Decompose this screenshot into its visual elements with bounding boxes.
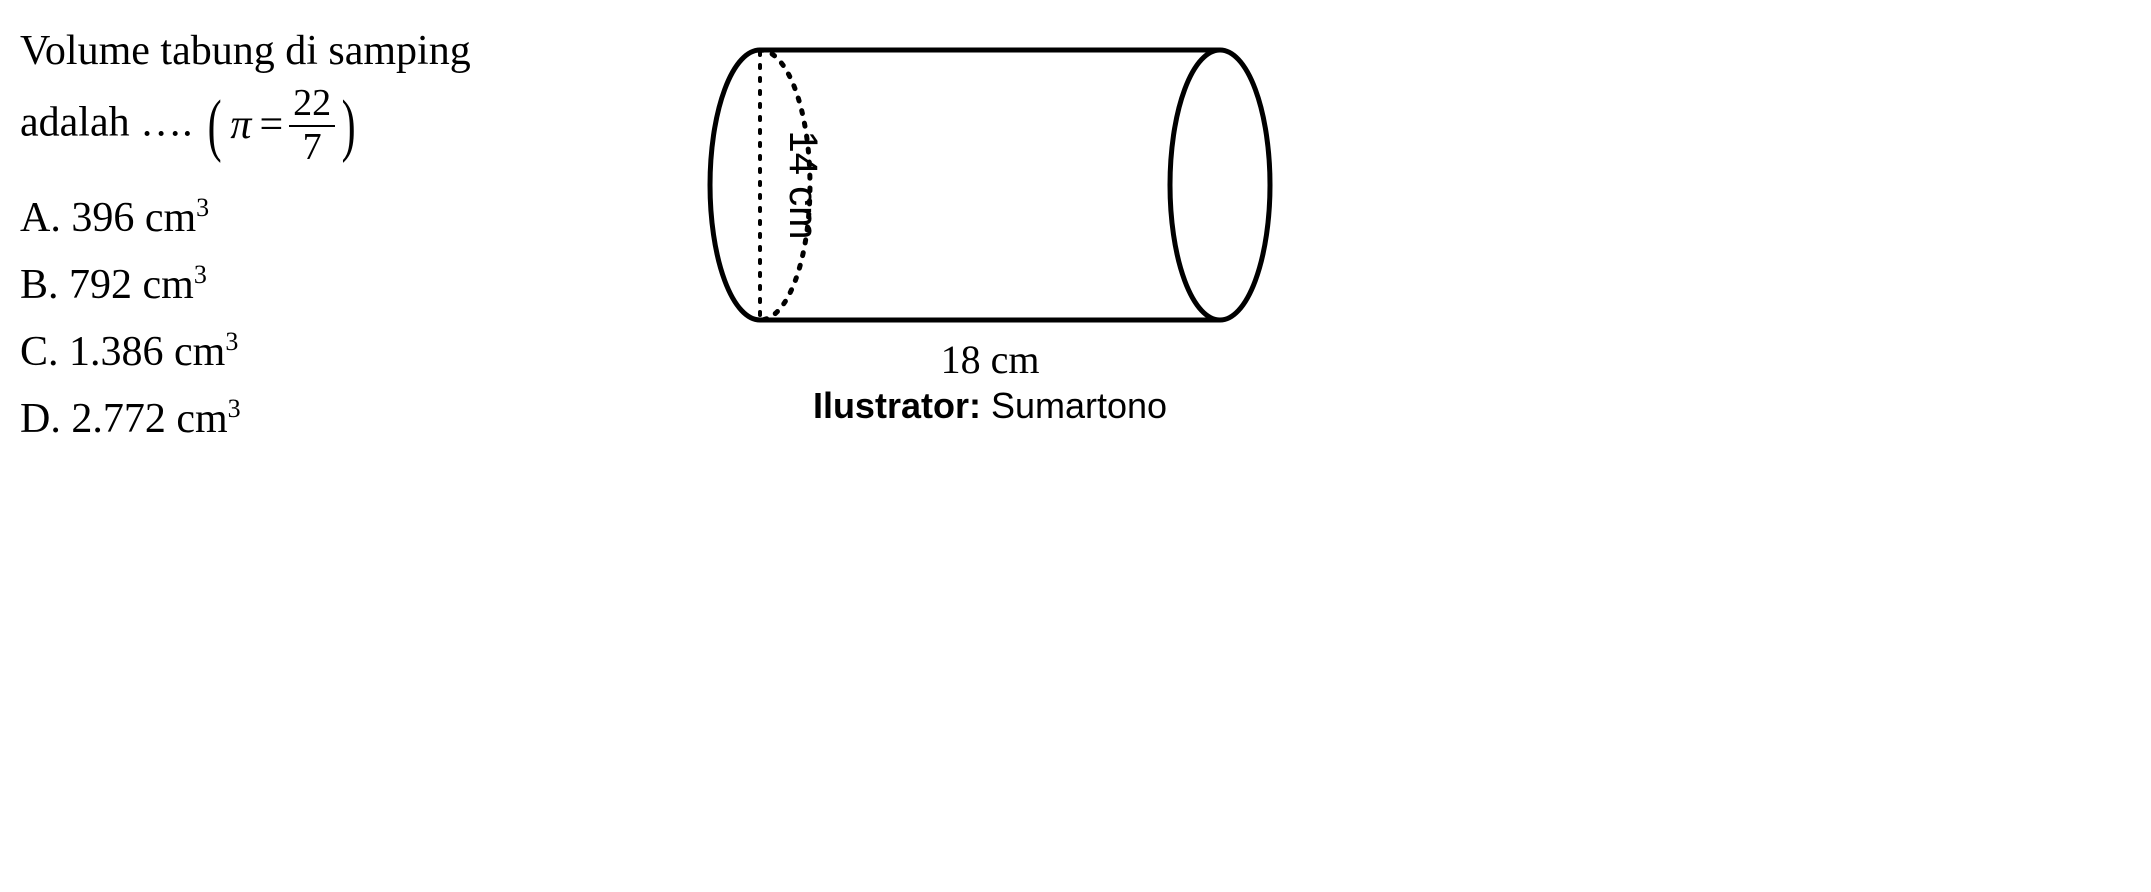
option-exp: 3	[196, 193, 209, 222]
question-line-2: adalah …. ( π = 22 7 )	[20, 83, 640, 169]
question-column: Volume tabung di samping adalah …. ( π =…	[20, 20, 640, 455]
option-value: 792	[69, 262, 132, 308]
option-a: A. 396 cm3	[20, 187, 640, 250]
option-letter: D.	[20, 396, 61, 442]
left-ellipse-front	[710, 50, 760, 320]
option-exp: 3	[225, 327, 238, 356]
diameter-label: 14 cm	[781, 131, 825, 240]
cylinder-diagram: 14 cm	[700, 30, 1280, 330]
option-unit: cm	[143, 262, 194, 308]
length-label: 18 cm	[941, 336, 1040, 383]
question-prefix: adalah ….	[20, 99, 193, 145]
option-exp: 3	[194, 260, 207, 289]
option-value: 2.772	[71, 396, 166, 442]
option-unit: cm	[145, 195, 196, 241]
left-paren: (	[208, 98, 222, 154]
option-c: C. 1.386 cm3	[20, 321, 640, 384]
option-unit: cm	[176, 396, 227, 442]
pi-expression: ( π = 22 7 )	[203, 83, 360, 169]
option-value: 1.386	[69, 329, 164, 375]
right-ellipse	[1170, 50, 1270, 320]
fraction: 22 7	[289, 83, 335, 169]
option-b: B. 792 cm3	[20, 254, 640, 317]
illustrator-name: Sumartono	[981, 385, 1167, 426]
diagram-column: 14 cm 18 cm Ilustrator: Sumartono	[680, 20, 1300, 455]
right-paren: )	[342, 98, 356, 154]
question-line-1: Volume tabung di samping	[20, 20, 640, 83]
illustrator-label: Ilustrator:	[813, 385, 981, 426]
option-letter: A.	[20, 195, 61, 241]
options-list: A. 396 cm3 B. 792 cm3 C. 1.386 cm3 D. 2.…	[20, 187, 640, 451]
illustrator-credit: Ilustrator: Sumartono	[813, 385, 1167, 427]
option-value: 396	[71, 195, 134, 241]
option-unit: cm	[174, 329, 225, 375]
pi-symbol: π	[230, 94, 251, 157]
fraction-numerator: 22	[289, 83, 335, 127]
option-d: D. 2.772 cm3	[20, 388, 640, 451]
option-exp: 3	[228, 394, 241, 423]
equals-sign: =	[259, 94, 283, 157]
fraction-denominator: 7	[299, 127, 326, 169]
option-letter: C.	[20, 329, 59, 375]
option-letter: B.	[20, 262, 59, 308]
